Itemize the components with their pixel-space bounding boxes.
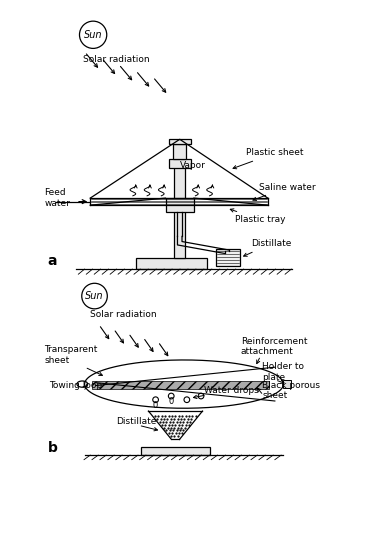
Text: 0: 0 [153,401,158,410]
Text: Distillate: Distillate [116,417,156,426]
Text: Black porous
sheet: Black porous sheet [262,381,320,400]
Text: Reinforcement
attachment: Reinforcement attachment [241,337,307,357]
Bar [92,381,269,389]
Text: b: b [48,441,57,454]
Text: Plastic sheet: Plastic sheet [233,148,304,169]
Text: Sun: Sun [85,291,104,301]
Text: Plastic tray: Plastic tray [230,209,286,224]
Text: 0: 0 [169,398,174,406]
Bar [174,155,185,258]
Bar [166,198,194,212]
Text: Sun: Sun [84,30,102,40]
Bar [283,380,291,388]
Text: Vapor: Vapor [180,161,206,170]
Text: Holder to
plate: Holder to plate [262,362,304,382]
Text: Distillate: Distillate [244,239,291,256]
Text: a: a [48,254,57,268]
Bar [169,159,191,168]
Text: Saline water: Saline water [253,182,316,201]
Text: Towing loop: Towing loop [49,381,102,391]
Bar [169,139,191,144]
Text: Transparent
sheet: Transparent sheet [44,345,98,365]
Bar [136,258,207,269]
Text: Water drops: Water drops [204,386,259,394]
Bar [141,446,209,455]
Text: Solar radiation: Solar radiation [83,55,150,64]
Text: Solar radiation: Solar radiation [90,311,157,319]
Bar [173,144,186,159]
Text: Feed
water: Feed water [44,188,70,208]
Bar [216,249,240,266]
